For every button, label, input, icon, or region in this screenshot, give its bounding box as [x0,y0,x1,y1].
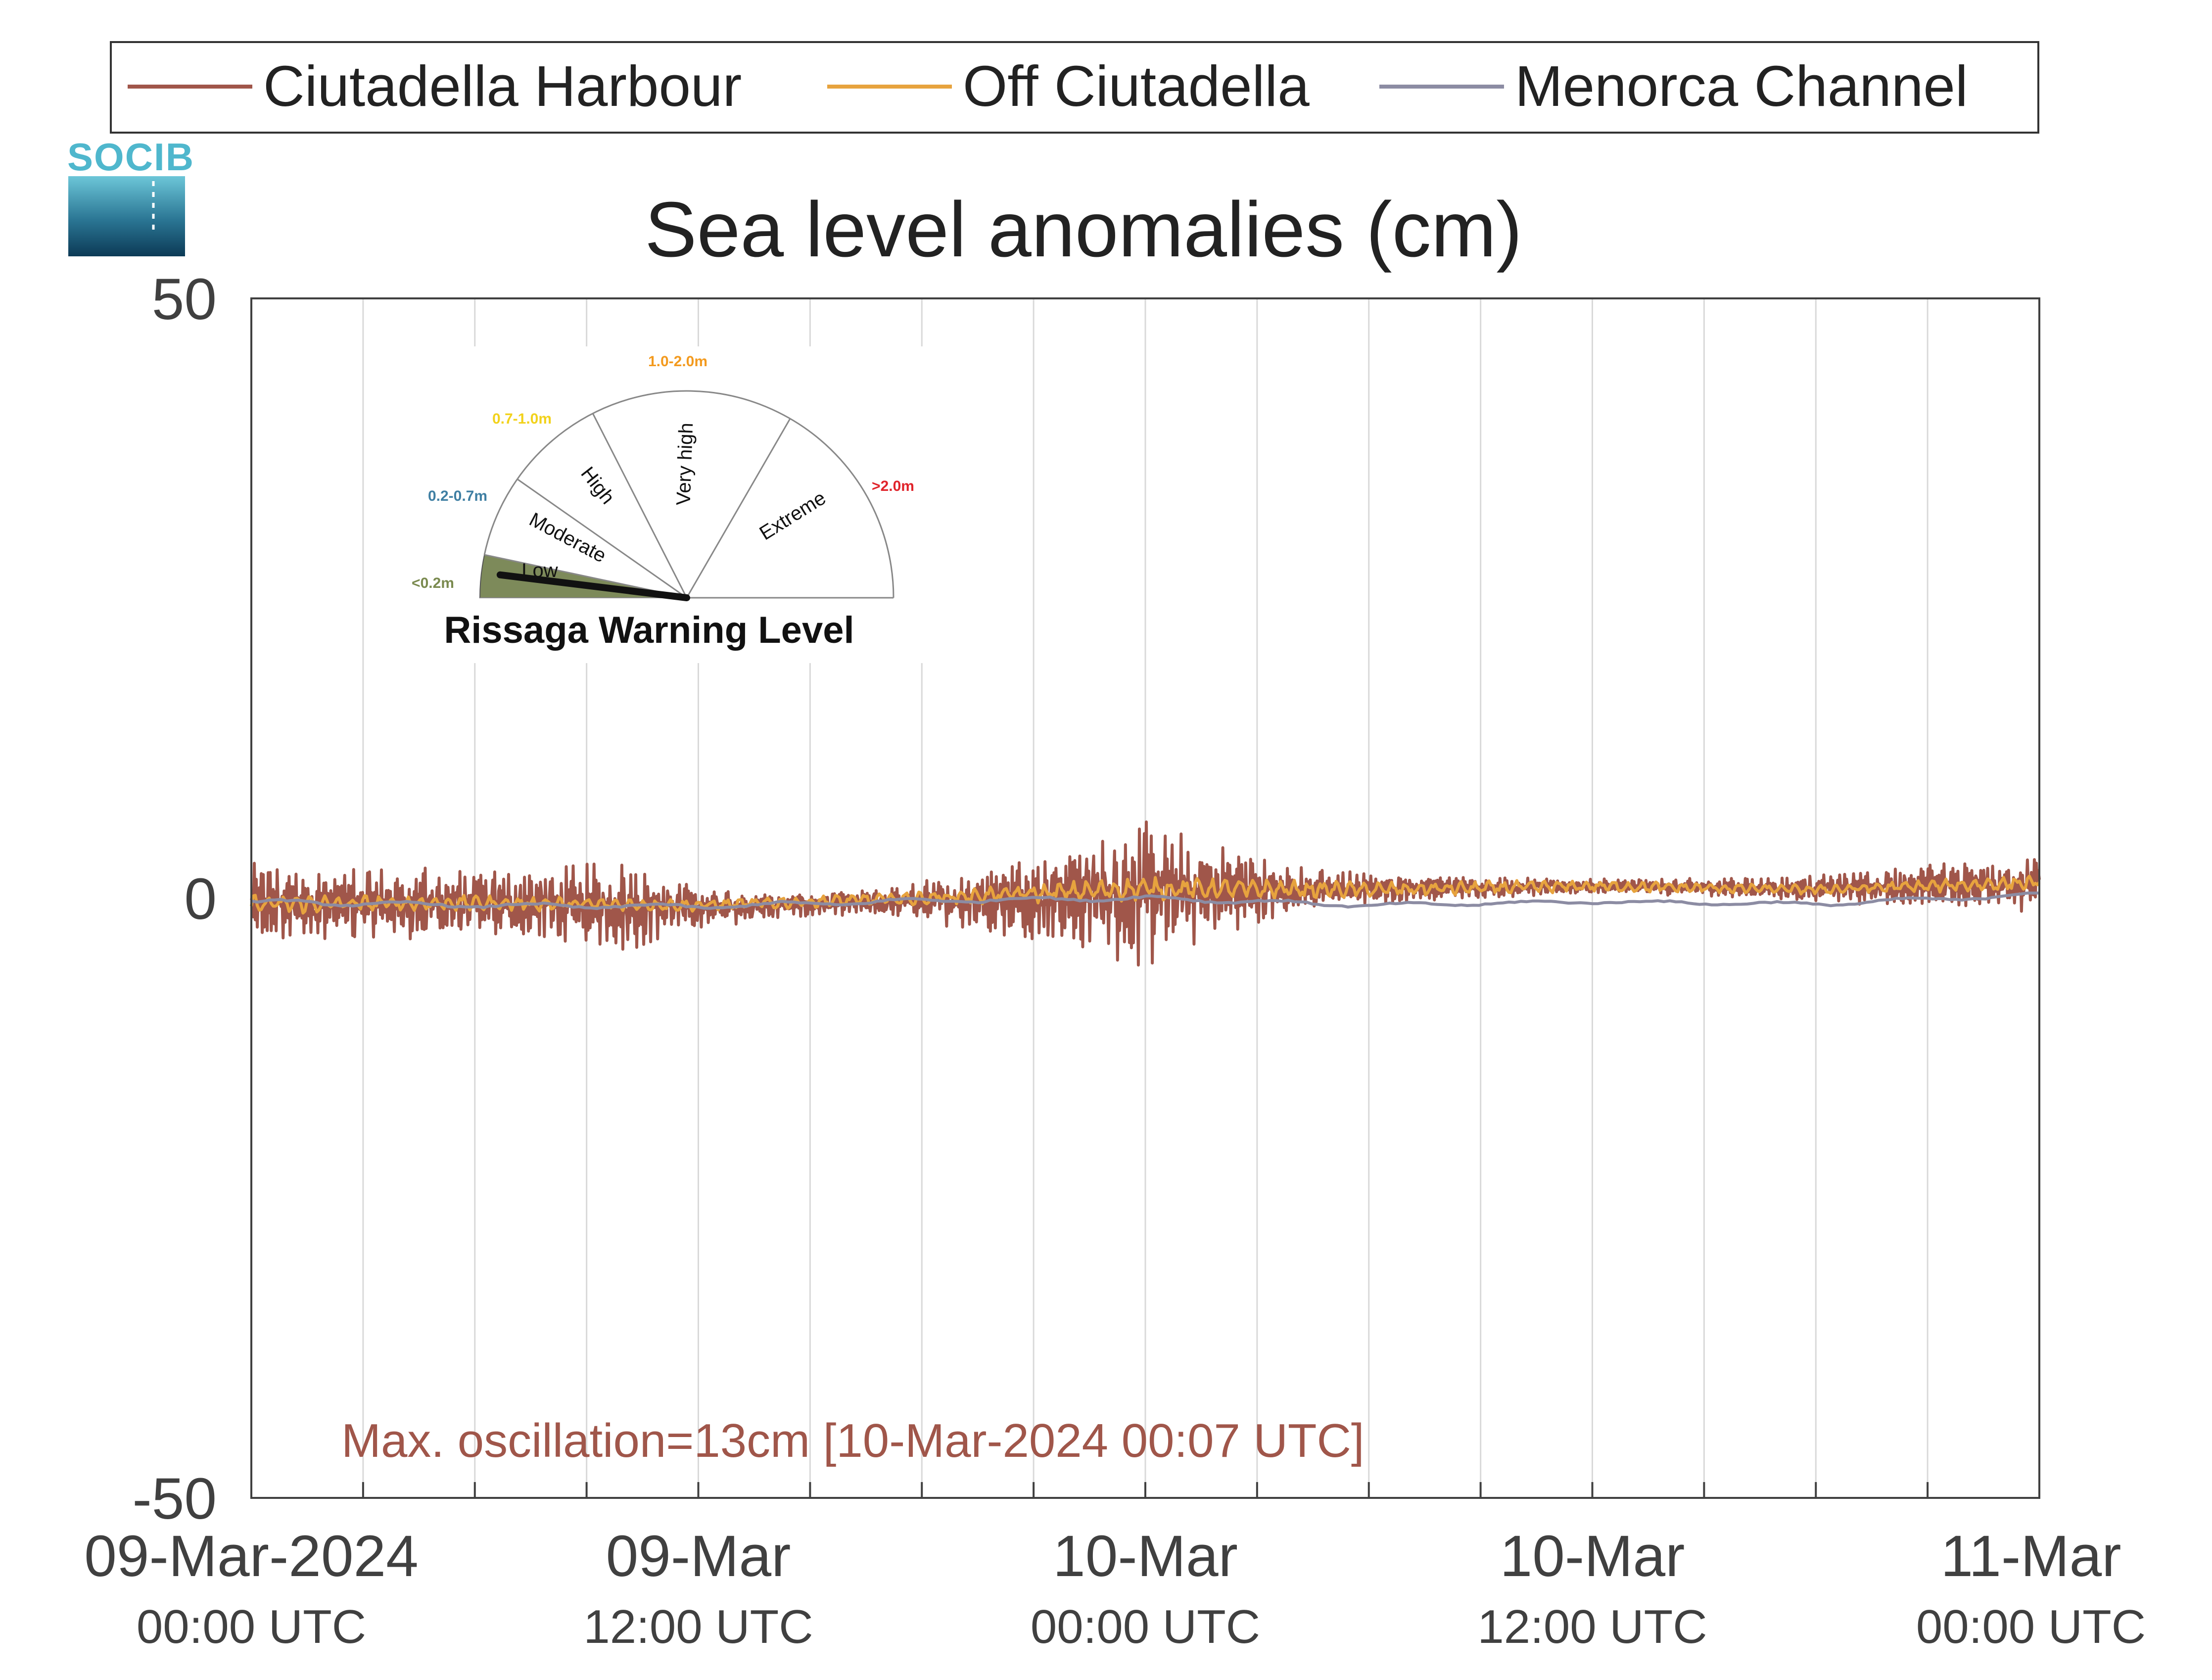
x-tick-label-3: 10-Mar [1500,1524,1685,1589]
logo-text: SOCIB [67,135,194,179]
gauge-level-range-2: 0.7-1.0m [492,411,552,427]
gauge-level-range-1: 0.2-0.7m [428,488,487,504]
gauge-level-range-3: 1.0-2.0m [648,353,707,370]
x-tick-sublabel-0: 00:00 UTC [137,1600,366,1653]
gauge-separator-2 [592,413,688,598]
legend-label-menorca-channel: Menorca Channel [1515,54,1968,118]
gauge-level-range-4: >2.0m [872,478,914,494]
series-layer [250,820,2041,967]
max-oscillation-annotation: Max. oscillation=13cm [10-Mar-2024 00:07… [341,1414,1365,1467]
logo-gradient-block [68,176,185,256]
chart-title: Sea level anomalies (cm) [645,186,1522,273]
gauge-separator-1 [517,479,687,599]
x-tick-label-1: 09-Mar [606,1524,791,1589]
y-ticks: 50 0 -50 [132,267,217,1532]
socib-logo: SOCIB [67,135,194,256]
y-tick-label-2: -50 [132,1466,217,1532]
legend: Ciutadella Harbour Off Ciutadella Menorc… [110,41,2039,134]
plot-area: 09-Mar-2024 00:00 UTC 09-Mar 12:00 UTC 10-Ma… [84,267,2146,1653]
gauge-separator-3 [686,418,791,598]
legend-label-off-ciutadella: Off Ciutadella [963,54,1310,118]
gauge-background [398,346,923,663]
x-tick-sublabel-2: 00:00 UTC [1031,1600,1260,1653]
y-tick-label-0: 50 [152,267,217,332]
series-line-ciutadella-harbour [250,820,2041,967]
x-tick-sublabel-1: 12:00 UTC [583,1600,813,1653]
x-tick-label-2: 10-Mar [1053,1524,1238,1589]
x-tick-sublabel-3: 12:00 UTC [1477,1600,1707,1653]
gauge-level-range-0: <0.2m [412,575,454,591]
x-tick-label-4: 11-Mar [1940,1524,2121,1589]
y-tick-label-1: 0 [184,866,217,932]
x-tick-label-0: 09-Mar-2024 [84,1524,419,1589]
series-line-menorca-channel [251,891,2040,911]
gauge-title: Rissaga Warning Level [444,609,854,651]
legend-label-ciutadella-harbour: Ciutadella Harbour [263,54,742,118]
legend-box [110,41,2039,134]
gauge-level-name-3: Very high [673,423,698,506]
x-ticks: 09-Mar-2024 00:00 UTC 09-Mar 12:00 UTC 10-Ma… [84,1482,2146,1653]
x-tick-sublabel-4: 00:00 UTC [1916,1600,2146,1653]
gauge-outer-arc [483,390,894,598]
gauge-needle [496,571,690,601]
